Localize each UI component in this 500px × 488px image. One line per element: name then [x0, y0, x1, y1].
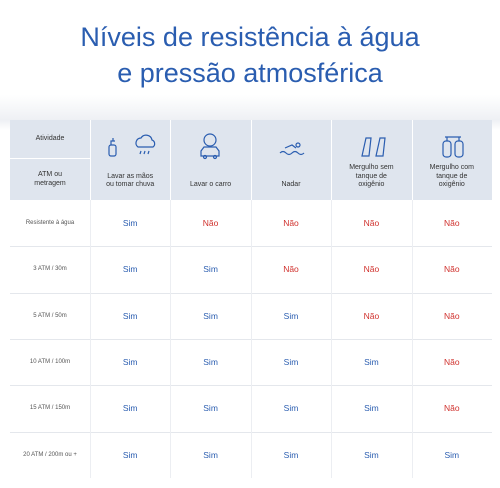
cell-value: Não — [443, 218, 460, 229]
cell-value: Não — [283, 218, 299, 229]
cell-value: Sim — [364, 403, 379, 414]
fins-icon — [361, 137, 386, 157]
row-label: 15 ATM / 150m — [29, 405, 71, 412]
column-header: Lavar o carro — [170, 120, 251, 200]
cell-value: Não — [283, 264, 299, 275]
cell-value: Sim — [122, 218, 138, 229]
column-divider — [90, 200, 91, 478]
column-divider — [331, 120, 333, 200]
cell-value: Sim — [122, 310, 138, 321]
header-icons — [108, 133, 464, 160]
cell-value: Sim — [283, 310, 299, 321]
corner-top: Atividade — [10, 120, 90, 158]
column-divider — [411, 120, 413, 200]
column-divider — [331, 200, 333, 478]
cell-value: Sim — [444, 449, 460, 460]
column-divider — [250, 120, 252, 200]
row-label: Resistente à água — [25, 220, 75, 227]
cell-value: Sim — [122, 264, 138, 275]
column-divider — [90, 120, 91, 200]
column-header: Mergulho sem tanque de oxigênio — [331, 120, 412, 200]
cell-value: Sim — [283, 357, 299, 368]
cell-value: Sim — [203, 357, 218, 368]
tanks-icon — [442, 136, 464, 158]
cell-value: Sim — [283, 403, 299, 414]
cell-value: Sim — [203, 403, 218, 414]
cell-value: Sim — [283, 449, 299, 460]
cell-value: Sim — [203, 310, 218, 321]
cell-value: Sim — [203, 449, 218, 460]
title-line: e pressão atmosférica — [117, 58, 383, 88]
row-label: 3 ATM / 30m — [33, 266, 67, 273]
column-divider — [411, 200, 413, 478]
cell-value: Não — [443, 357, 460, 368]
cell-value: Sim — [122, 357, 138, 368]
car-wash-icon — [200, 133, 220, 160]
column-divider — [170, 200, 172, 478]
cell-value: Não — [202, 218, 219, 229]
corner-bottom: ATM ou metragem — [10, 158, 90, 200]
cell-value: Não — [363, 264, 380, 275]
swim-icon — [279, 142, 305, 156]
hand-wash-icon — [108, 134, 156, 157]
cell-value: Sim — [122, 403, 138, 414]
row-label: 20 ATM / 200m ou + — [23, 451, 77, 458]
title-line: Níveis de resistência à água — [80, 22, 420, 52]
row-label: 5 ATM / 50m — [33, 312, 67, 319]
cell-value: Não — [363, 310, 380, 321]
cell-value: Não — [443, 310, 460, 321]
cell-value: Sim — [364, 357, 379, 368]
column-header: Mergulho com tanque de oxigênio — [411, 120, 492, 200]
cell-value: Não — [443, 403, 460, 414]
cell-value: Sim — [122, 449, 138, 460]
column-divider — [170, 120, 172, 200]
cell-value: Sim — [203, 264, 218, 275]
column-header: Nadar — [250, 120, 332, 200]
cell-value: Não — [363, 218, 380, 229]
row-label: 10 ATM / 100m — [29, 359, 71, 366]
cell-value: Não — [443, 264, 460, 275]
column-divider — [250, 200, 252, 478]
cell-value: Sim — [364, 449, 379, 460]
column-header: Lavar as mãos ou tomar chuva — [90, 120, 171, 200]
